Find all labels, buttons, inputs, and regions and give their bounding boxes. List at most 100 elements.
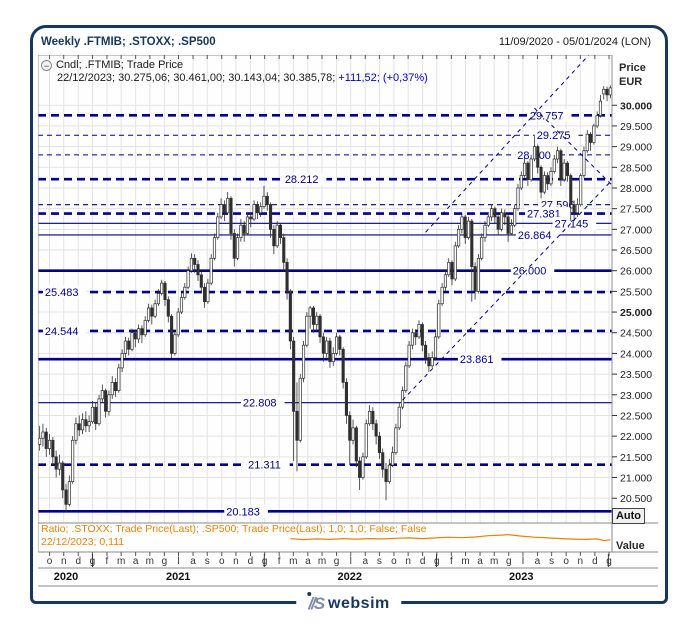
trendline[interactable]	[425, 55, 596, 233]
price-tick-label: 20.500	[620, 493, 652, 505]
ratio-line[interactable]	[290, 533, 611, 542]
candle-body	[216, 216, 220, 238]
candle-body	[384, 468, 388, 482]
month-tick-label: m	[117, 556, 125, 567]
trendline[interactable]	[402, 179, 612, 401]
auto-scale-button[interactable]: Auto	[612, 508, 645, 524]
horizontal-level-lines: 29.75729.27528.80028.21227.59627.38127.1…	[38, 108, 612, 518]
legend-series-label: Cndl; .FTMIB; Trade Price	[56, 59, 184, 71]
candle-body	[203, 286, 207, 303]
candlestick-series	[38, 85, 612, 513]
month-tick-label: g	[506, 556, 512, 567]
candle-body	[414, 332, 418, 338]
candle-body	[94, 406, 98, 425]
candle-body	[579, 175, 583, 205]
month-tick-label: o	[563, 556, 569, 567]
candle-body	[298, 377, 302, 441]
candle-body	[354, 427, 358, 462]
candle-body	[51, 439, 55, 458]
candle-body	[562, 162, 566, 181]
candle-body	[585, 133, 589, 152]
candle-body	[295, 410, 299, 441]
time-axis: ondgfmamglasondgfmamglasondgfmamglasondg…	[38, 552, 658, 587]
candle-body	[61, 462, 65, 491]
candle-body	[437, 303, 441, 338]
legend-change-values: +111,52; (+0,37%)	[338, 72, 428, 84]
candle-body	[598, 100, 603, 116]
month-tick-label: n	[61, 556, 67, 567]
month-tick-label: g	[334, 556, 340, 567]
legend-collapse-icon[interactable]: −	[41, 60, 52, 71]
ratio-legend: Ratio; .STOXX; Trade Price(Last); .SP500…	[41, 523, 601, 551]
candle-body	[592, 125, 596, 143]
price-tick-label: 22.500	[620, 410, 652, 422]
candle-body	[236, 237, 240, 259]
candle-body	[506, 216, 510, 234]
candle-body	[269, 204, 273, 230]
month-tick-label: s	[377, 556, 382, 567]
candle-body	[381, 452, 385, 470]
candle-body	[420, 324, 424, 346]
candle-body	[163, 282, 167, 301]
candle-body	[377, 435, 381, 454]
price-tick-label: 24.500	[620, 328, 652, 340]
candle-body	[334, 336, 339, 354]
month-tick-label: m	[146, 556, 154, 567]
level-line-label: 20.183	[226, 506, 260, 518]
candle-body	[193, 257, 197, 265]
candle-body	[519, 175, 523, 189]
candle-body	[427, 357, 431, 367]
level-line-label: 27.145	[555, 218, 589, 230]
candle-body	[351, 427, 355, 441]
candle-body	[589, 133, 593, 143]
year-tick-label: 2022	[337, 571, 361, 583]
candle-body	[605, 88, 609, 96]
candle-body	[176, 311, 180, 336]
candle-body	[166, 299, 170, 317]
candle-body	[140, 328, 144, 336]
candle-body	[120, 353, 124, 369]
chart-legend: − Cndl; .FTMIB; Trade Price 22/12/2023; …	[41, 59, 428, 85]
month-tick-label: a	[362, 556, 368, 567]
candle-body	[130, 332, 134, 350]
candle-body	[252, 204, 256, 220]
candle-body	[470, 220, 474, 267]
candle-body	[364, 423, 368, 458]
candle-body	[302, 344, 306, 379]
level-line-label: 21.311	[248, 460, 281, 472]
candle-body	[476, 257, 480, 292]
candle-body	[113, 382, 118, 391]
trendline[interactable]	[534, 107, 615, 188]
candle-body	[146, 307, 151, 321]
candle-body	[552, 158, 556, 172]
candle-body	[288, 291, 292, 342]
candle-body	[331, 353, 335, 363]
chart-region: 29.75729.27528.80028.21227.59627.38127.1…	[38, 55, 665, 589]
candle-body	[117, 367, 121, 391]
candle-body	[407, 344, 411, 367]
candle-body	[410, 332, 414, 346]
candle-body	[255, 204, 259, 214]
title-bar: Weekly .FTMIB; .STOXX; .SP500 11/09/2020…	[33, 30, 665, 54]
candle-body	[549, 171, 553, 185]
candle-body	[397, 406, 401, 429]
candle-body	[311, 307, 316, 325]
candle-body	[173, 334, 177, 354]
legend-ohlc-values: 22/12/2023; 30.275,06; 30.461,00; 30.143…	[57, 72, 339, 84]
candle-body	[87, 421, 91, 427]
candle-body	[179, 297, 184, 313]
websim-logo-icon: //S	[307, 592, 325, 613]
candle-body	[47, 439, 52, 449]
candle-body	[387, 464, 391, 482]
candle-body	[473, 266, 477, 292]
price-tick-label: 27.000	[620, 224, 652, 236]
candle-body	[160, 282, 164, 294]
plot-frame: 30.000 29.500 29.000 28.500 28.000 27.500 27.0…	[38, 55, 652, 524]
month-tick-label: f	[450, 556, 453, 567]
candle-body	[361, 456, 365, 478]
candle-body	[483, 224, 487, 238]
price-tick-label: 23.000	[620, 390, 652, 402]
candle-body	[133, 332, 137, 340]
candle-body	[90, 406, 94, 423]
price-chart-canvas[interactable]: 29.75729.27528.80028.21227.59627.38127.1…	[38, 55, 665, 589]
